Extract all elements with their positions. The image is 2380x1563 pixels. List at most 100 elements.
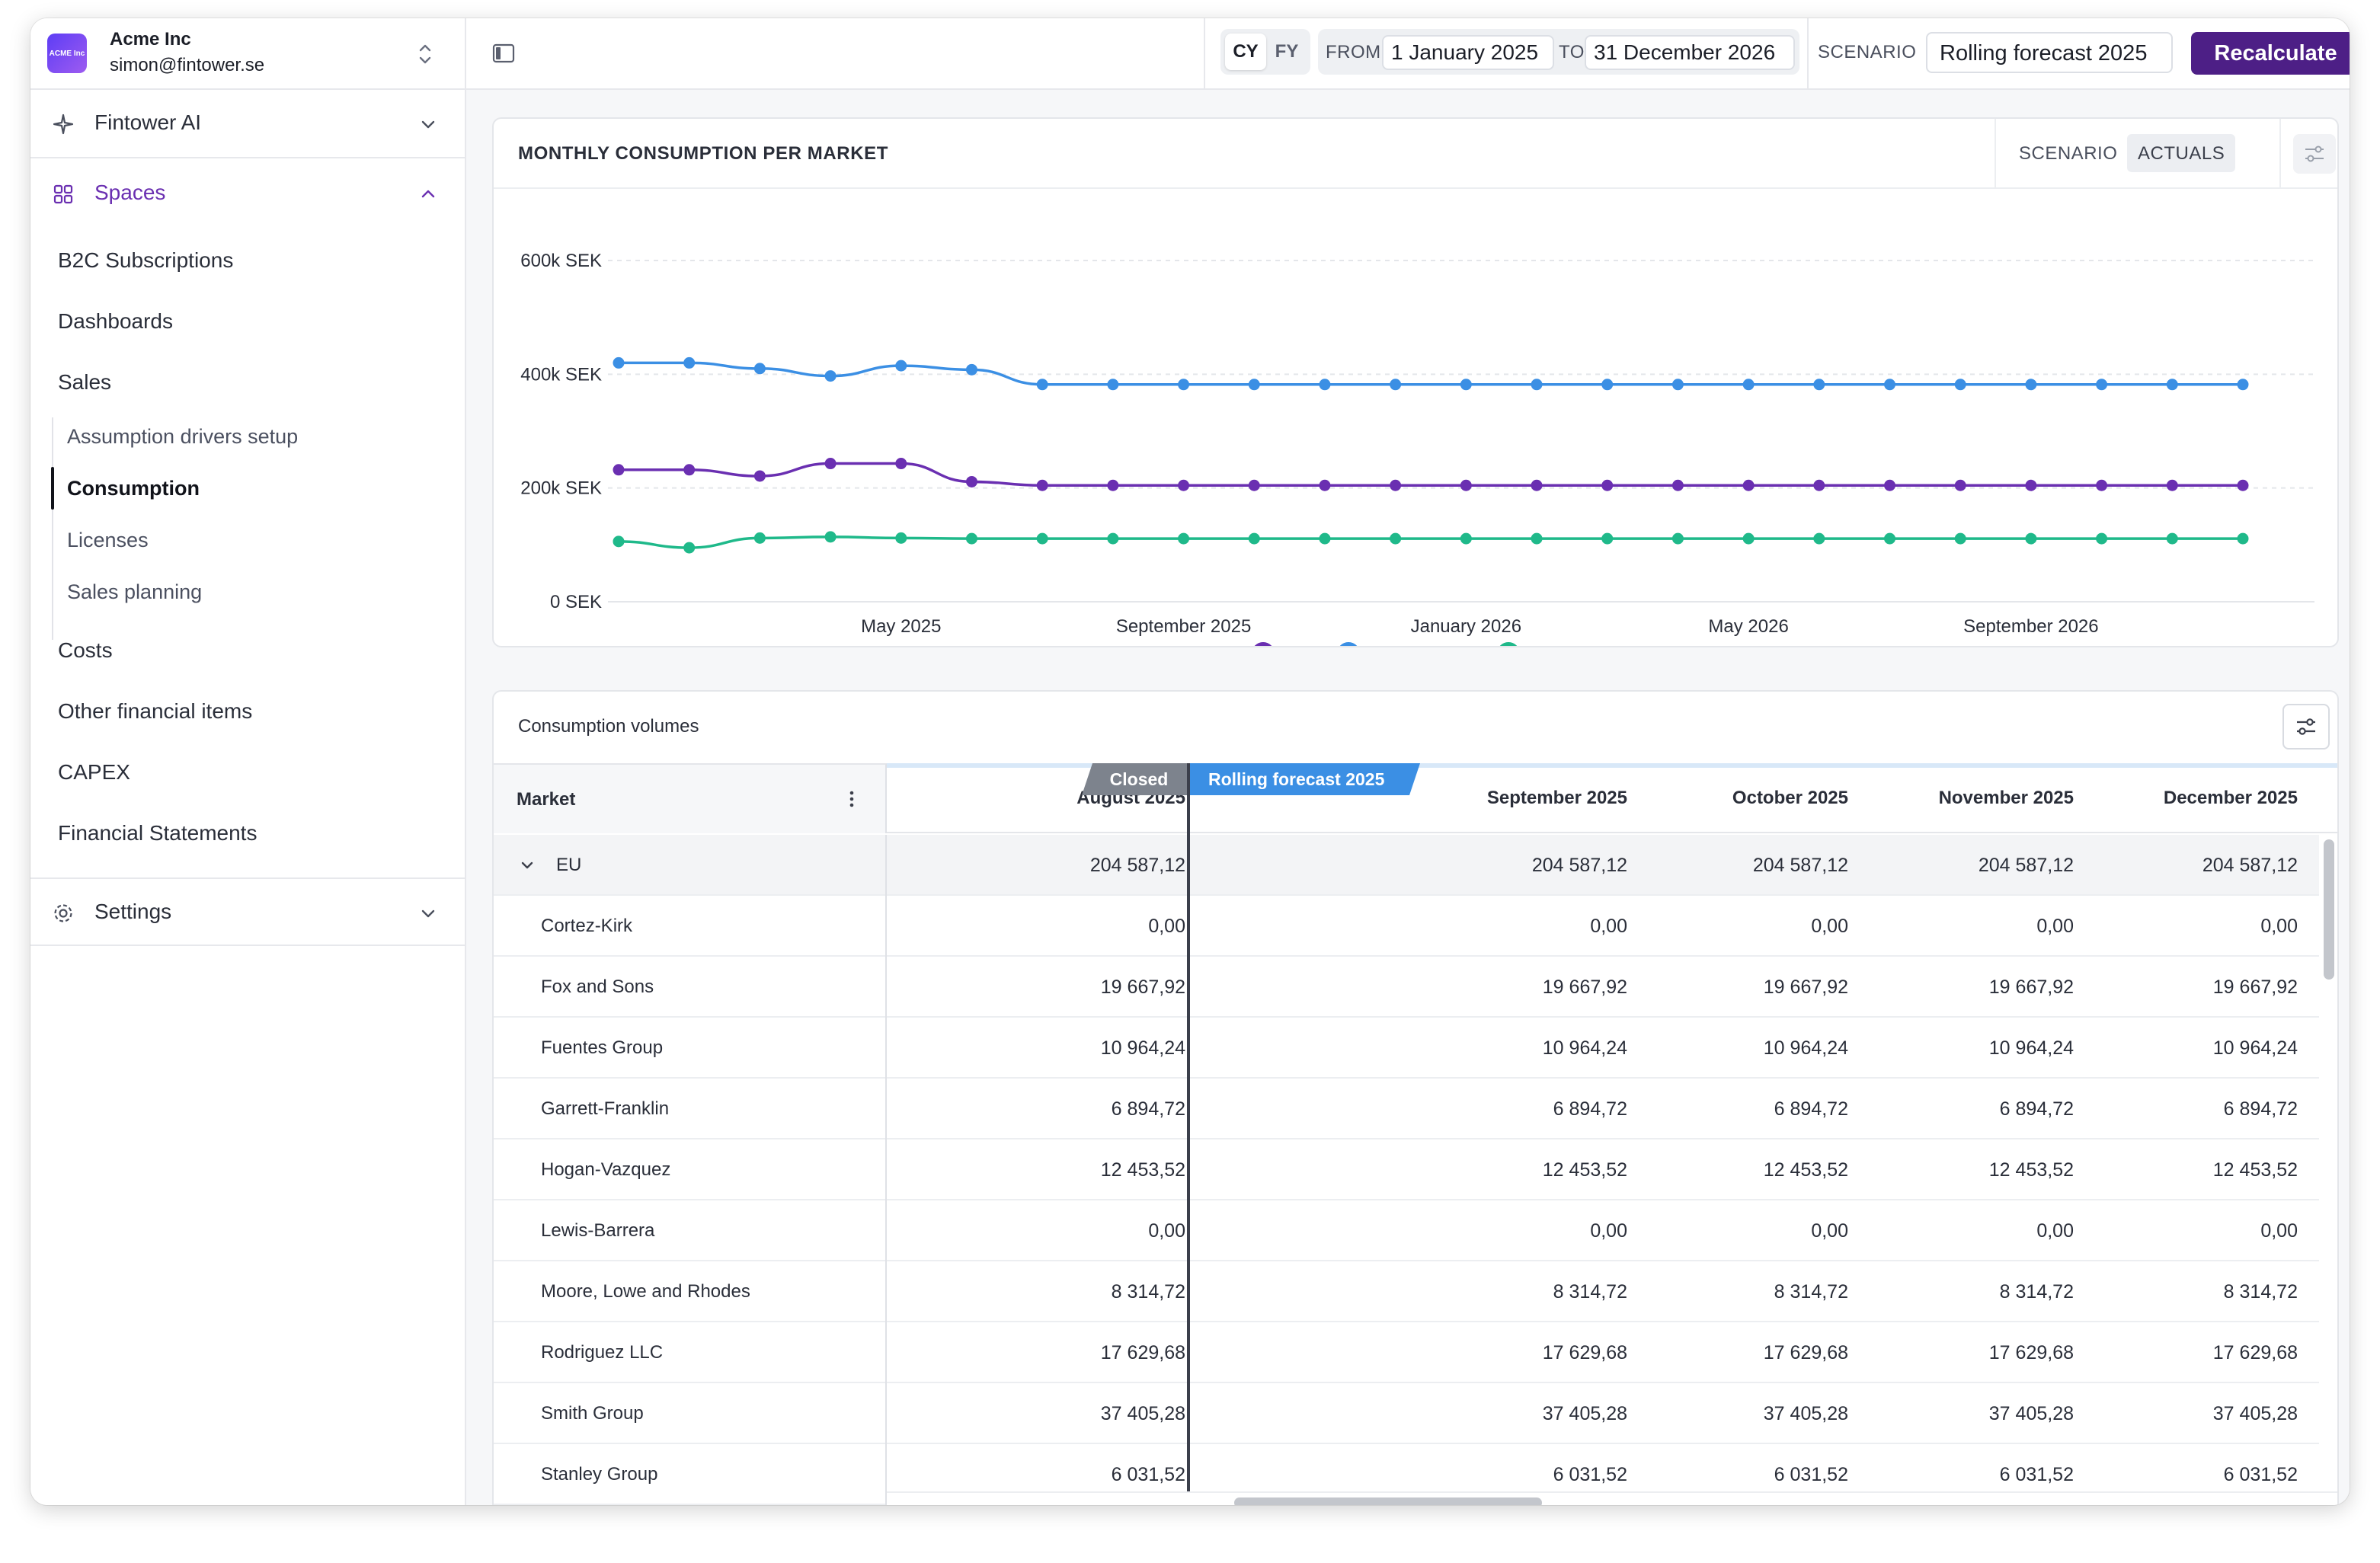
value-cell[interactable]: 8 314,72	[1111, 1281, 1185, 1302]
data-point[interactable]	[2096, 532, 2108, 545]
data-point[interactable]	[613, 535, 625, 548]
data-point[interactable]	[1671, 532, 1684, 545]
chevron-down-icon[interactable]	[520, 858, 535, 873]
data-point[interactable]	[1107, 479, 1119, 491]
data-point[interactable]	[1390, 479, 1402, 491]
chart-scenario-select[interactable]: ACTUALS	[2127, 134, 2236, 172]
data-point[interactable]	[1531, 479, 1543, 491]
data-point[interactable]	[1742, 479, 1755, 491]
value-cell[interactable]: 8 314,72	[1999, 1281, 2074, 1302]
value-cell[interactable]: 37 405,28	[2212, 1403, 2298, 1424]
data-point[interactable]	[1036, 532, 1048, 545]
data-point[interactable]	[1036, 479, 1048, 491]
table-row[interactable]: Cortez-Kirk 0,00 0,00 0,00 0,00 0,00	[494, 896, 2319, 957]
cy-button[interactable]: CY	[1225, 34, 1266, 70]
value-cell[interactable]: 6 031,52	[1999, 1464, 2074, 1485]
data-point[interactable]	[1601, 379, 1614, 391]
legend-label[interactable]: EU	[1284, 644, 1310, 646]
data-point[interactable]	[613, 464, 625, 476]
column-header[interactable]: September 2025	[1486, 788, 1627, 808]
table-row[interactable]: Smith Group 37 405,28 37 405,28 37 405,28 37…	[494, 1383, 2319, 1444]
data-point[interactable]	[824, 531, 837, 543]
value-cell[interactable]: 6 031,52	[2223, 1464, 2298, 1485]
data-point[interactable]	[1531, 532, 1543, 545]
data-point[interactable]	[824, 370, 837, 382]
value-cell[interactable]: 0,00	[1590, 916, 1627, 937]
value-cell[interactable]: 6 894,72	[1553, 1098, 1627, 1120]
value-cell[interactable]: 204 587,12	[2202, 855, 2298, 876]
data-point[interactable]	[1178, 479, 1190, 491]
data-point[interactable]	[1319, 532, 1331, 545]
data-point[interactable]	[1390, 532, 1402, 545]
table-settings-button[interactable]	[2282, 704, 2330, 750]
value-cell[interactable]: 0,00	[2260, 916, 2298, 937]
nav-subitem-consumption[interactable]: Consumption	[67, 477, 200, 500]
data-point[interactable]	[1671, 479, 1684, 491]
value-cell[interactable]: 10 964,24	[1542, 1037, 1627, 1059]
value-cell[interactable]: 6 031,52	[1774, 1464, 1848, 1485]
table-row[interactable]: Lewis-Barrera 0,00 0,00 0,00 0,00 0,00	[494, 1200, 2319, 1261]
legend-label[interactable]: SE	[1530, 644, 1554, 646]
value-cell[interactable]: 37 405,28	[1763, 1403, 1848, 1424]
scenario-select[interactable]: Rolling forecast 2025	[1926, 32, 2173, 73]
value-cell[interactable]: 37 405,28	[1100, 1403, 1185, 1424]
value-cell[interactable]: 19 667,92	[1100, 976, 1185, 998]
value-cell[interactable]: 19 667,92	[2212, 976, 2298, 998]
data-point[interactable]	[1319, 479, 1331, 491]
value-cell[interactable]: 17 629,68	[1988, 1342, 2074, 1363]
data-point[interactable]	[2025, 532, 2037, 545]
value-cell[interactable]: 37 405,28	[1542, 1403, 1627, 1424]
value-cell[interactable]: 6 894,72	[1111, 1098, 1185, 1120]
value-cell[interactable]: 12 453,52	[1988, 1159, 2074, 1181]
value-cell[interactable]: 10 964,24	[1763, 1037, 1848, 1059]
data-point[interactable]	[1742, 532, 1755, 545]
data-point[interactable]	[2166, 532, 2178, 545]
data-point[interactable]	[1036, 379, 1048, 391]
value-cell[interactable]: 6 894,72	[1999, 1098, 2074, 1120]
data-point[interactable]	[1813, 532, 1825, 545]
legend-label[interactable]: Outside EU	[1370, 644, 1464, 646]
data-point[interactable]	[1671, 379, 1684, 391]
table-row[interactable]: Hogan-Vazquez 12 453,52 12 453,52 12 453,52…	[494, 1139, 2319, 1200]
data-point[interactable]	[683, 356, 696, 369]
data-point[interactable]	[1531, 379, 1543, 391]
data-point[interactable]	[1884, 479, 1896, 491]
data-point[interactable]	[1178, 379, 1190, 391]
data-point[interactable]	[1601, 532, 1614, 545]
data-point[interactable]	[1813, 379, 1825, 391]
data-point[interactable]	[1248, 532, 1260, 545]
data-point[interactable]	[2237, 479, 2249, 491]
data-point[interactable]	[2166, 379, 2178, 391]
data-point[interactable]	[1460, 479, 1472, 491]
data-point[interactable]	[1319, 379, 1331, 391]
data-point[interactable]	[965, 532, 977, 545]
data-point[interactable]	[2025, 379, 2037, 391]
table-row[interactable]: Moore, Lowe and Rhodes 8 314,72 8 314,72 8 …	[494, 1261, 2319, 1322]
data-point[interactable]	[753, 363, 766, 375]
value-cell[interactable]: 6 031,52	[1553, 1464, 1627, 1485]
value-cell[interactable]: 10 964,24	[1100, 1037, 1185, 1059]
value-cell[interactable]: 204 587,12	[1531, 855, 1627, 876]
data-point[interactable]	[613, 356, 625, 369]
value-cell[interactable]: 8 314,72	[2223, 1281, 2298, 1302]
data-point[interactable]	[1107, 532, 1119, 545]
value-cell[interactable]: 0,00	[2036, 916, 2074, 937]
value-cell[interactable]: 0,00	[1811, 916, 1848, 937]
table-row[interactable]: Fuentes Group 10 964,24 10 964,24 10 964,24…	[494, 1018, 2319, 1079]
data-point[interactable]	[1460, 532, 1472, 545]
data-point[interactable]	[2096, 379, 2108, 391]
chart-settings-button[interactable]	[2293, 134, 2336, 174]
org-switcher[interactable]: ACME Inc Acme Inc simon@fintower.se	[30, 18, 465, 90]
nav-item-other-financial-items[interactable]: Other financial items	[58, 699, 253, 723]
data-point[interactable]	[965, 475, 977, 487]
data-point[interactable]	[895, 458, 907, 470]
data-point[interactable]	[2096, 479, 2108, 491]
data-point[interactable]	[1884, 532, 1896, 545]
value-cell[interactable]: 10 964,24	[1988, 1037, 2074, 1059]
fy-button[interactable]: FY	[1275, 41, 1299, 62]
data-point[interactable]	[1178, 532, 1190, 545]
data-point[interactable]	[1248, 479, 1260, 491]
more-vertical-icon[interactable]	[847, 788, 856, 810]
data-point[interactable]	[895, 360, 907, 372]
value-cell[interactable]: 17 629,68	[1763, 1342, 1848, 1363]
